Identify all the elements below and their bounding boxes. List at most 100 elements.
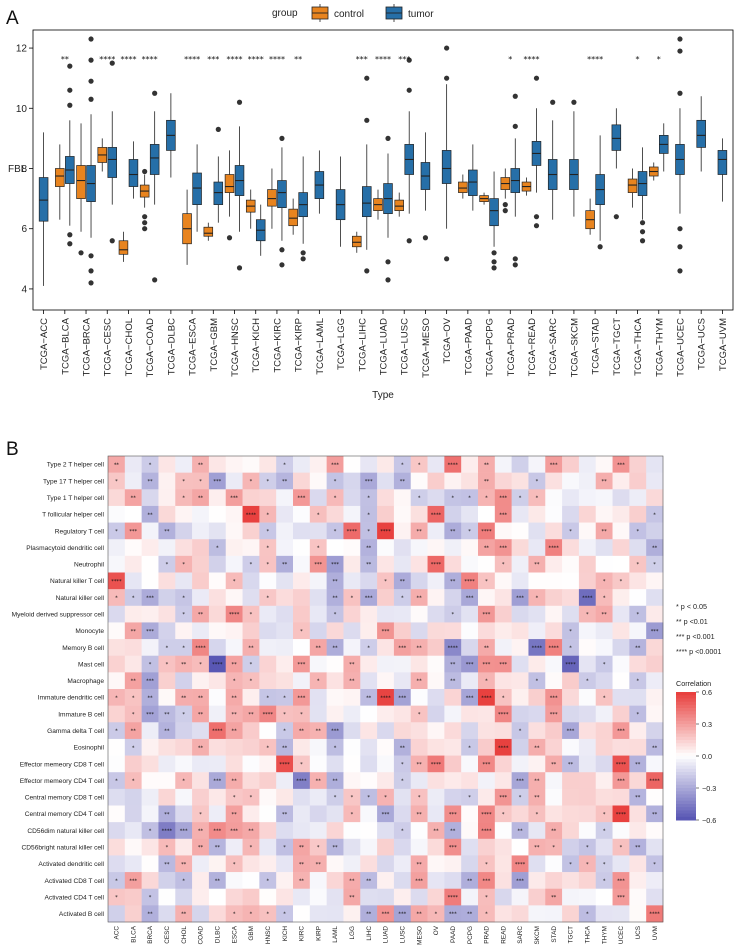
heatmap-row-label: Neutrophil xyxy=(74,562,105,569)
x-tick-label: TCGA−LAML xyxy=(315,318,326,375)
heatmap-star: ** xyxy=(484,645,490,651)
box-control-TCGA−CESC xyxy=(97,138,107,172)
heatmap-cell xyxy=(410,589,428,607)
heatmap-cell xyxy=(528,572,546,590)
heatmap-cell xyxy=(326,522,344,540)
heatmap-star: ** xyxy=(366,878,372,884)
heatmap-star: *** xyxy=(466,595,474,601)
box-body xyxy=(362,186,372,218)
outlier-point xyxy=(88,253,94,259)
heatmap-cell xyxy=(158,788,176,806)
heatmap-star: * xyxy=(636,562,639,568)
heatmap-star: * xyxy=(569,529,572,535)
x-tick-label: TCGA−PCPG xyxy=(485,318,496,377)
heatmap-star: **** xyxy=(195,645,206,651)
heatmap-cell xyxy=(410,605,428,623)
heatmap-cell xyxy=(276,505,294,523)
heatmap-cell xyxy=(511,605,529,623)
box-body xyxy=(192,172,202,205)
heatmap-cell xyxy=(578,572,597,590)
heatmap-cell xyxy=(427,805,445,823)
heatmap-cell xyxy=(410,555,428,573)
outlier-point xyxy=(385,277,391,283)
heatmap-cell xyxy=(326,855,344,873)
heatmap-cell xyxy=(562,655,580,673)
heatmap-cell xyxy=(562,672,580,690)
box-tumor-TCGA−CESC xyxy=(107,60,117,244)
heatmap-cell xyxy=(595,489,613,507)
box-control-TCGA−LUAD xyxy=(373,189,383,220)
heatmap-cell xyxy=(612,489,630,507)
heatmap-star: **** xyxy=(481,695,492,701)
heatmap-star: * xyxy=(468,795,471,801)
heatmap-column-label: COAD xyxy=(198,926,205,945)
heatmap-cell xyxy=(192,639,210,657)
heatmap-column-labels: ACC BLCA BRCA CESC CHOL COAD DLBC ESCA GBM HNSC KI… xyxy=(114,925,659,945)
heatmap-cell xyxy=(326,738,344,756)
heatmap-cell xyxy=(158,689,176,706)
heatmap-star: * xyxy=(653,562,656,568)
heatmap-cell xyxy=(158,822,176,840)
heatmap-star: ** xyxy=(299,878,305,884)
heatmap-cell xyxy=(646,622,664,640)
heatmap-column-label: STAD xyxy=(551,926,558,943)
heatmap-cell xyxy=(562,489,580,507)
heatmap-cell xyxy=(595,555,613,573)
heatmap-cell xyxy=(612,689,630,706)
heatmap-cell xyxy=(377,622,395,640)
heatmap-star: * xyxy=(283,712,286,718)
heatmap-cell xyxy=(427,755,445,773)
heatmap-cell xyxy=(478,822,496,840)
heatmap-cell xyxy=(293,888,311,906)
box-tumor-TCGA−LAML xyxy=(314,150,325,214)
heatmap-star: *** xyxy=(365,479,373,485)
heatmap-cell xyxy=(276,539,294,557)
heatmap-cell xyxy=(494,655,512,673)
heatmap-cell xyxy=(427,872,445,890)
box-control-TCGA−KICH xyxy=(245,189,256,229)
heatmap-cell xyxy=(108,539,126,557)
heatmap-cell xyxy=(377,738,395,756)
heatmap-star: *** xyxy=(499,512,507,518)
heatmap-star: * xyxy=(569,629,572,635)
heatmap-cell xyxy=(444,738,462,756)
heatmap-star: * xyxy=(266,745,269,751)
heatmap-cell xyxy=(545,905,563,923)
heatmap-row-label: Central memory CD4 T cell xyxy=(25,811,105,818)
heatmap-cell xyxy=(511,522,529,540)
heatmap-star: * xyxy=(334,496,337,502)
heatmap-cell xyxy=(410,572,428,590)
heatmap-star: * xyxy=(418,496,421,502)
heatmap-cell xyxy=(208,589,227,607)
significance-TCGA−THCA: * xyxy=(636,55,640,64)
heatmap-cell xyxy=(578,622,597,640)
heatmap-cell xyxy=(377,505,395,523)
heatmap-star: * xyxy=(317,679,320,685)
heatmap-cell xyxy=(175,772,193,790)
heatmap-cell xyxy=(192,705,210,723)
heatmap-cell xyxy=(124,755,142,773)
heatmap-cell xyxy=(629,855,647,873)
heatmap-cell xyxy=(494,855,512,873)
heatmap-cell xyxy=(478,622,496,640)
significance-TCGA−STAD: **** xyxy=(587,55,603,64)
heatmap-cell xyxy=(646,655,664,673)
heatmap-cell xyxy=(646,888,664,906)
heatmap-cell xyxy=(427,622,445,640)
heatmap-star: ** xyxy=(147,512,153,518)
heatmap-cell xyxy=(562,472,580,490)
heatmap-star: **** xyxy=(481,812,492,818)
significance-TCGA−KICH: **** xyxy=(248,55,264,64)
heatmap-star: ** xyxy=(316,645,322,651)
significance-TCGA−CHOL: **** xyxy=(120,55,136,64)
heatmap-cell xyxy=(192,905,210,923)
heatmap-cell xyxy=(343,555,361,573)
heatmap-star: ** xyxy=(232,695,238,701)
heatmap-cell xyxy=(393,805,412,823)
heatmap-star: *** xyxy=(382,629,390,635)
heatmap-star: * xyxy=(653,512,656,518)
outlier-point xyxy=(88,57,94,63)
heatmap-cell xyxy=(528,622,546,640)
heatmap-cell xyxy=(410,539,428,557)
heatmap-cell xyxy=(158,605,176,623)
